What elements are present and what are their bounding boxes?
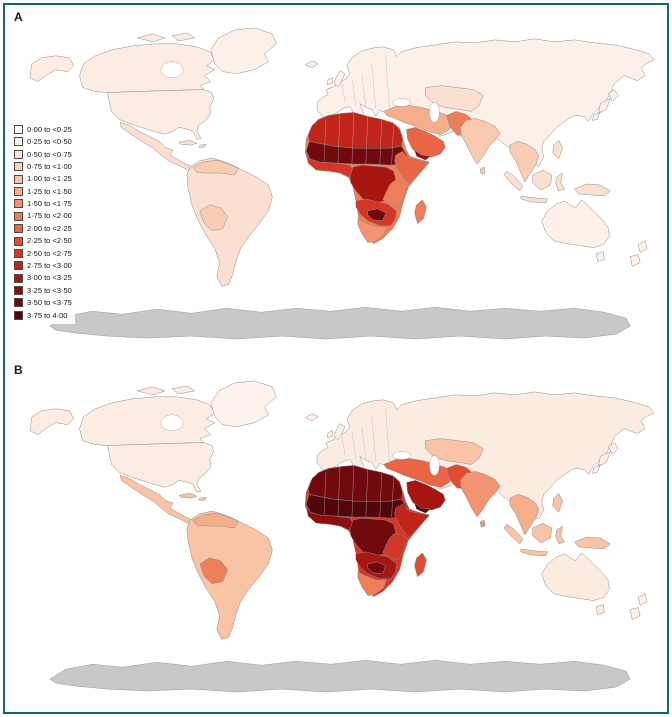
legend-swatch [14, 174, 23, 184]
region-south-america [186, 510, 273, 640]
legend-label: 0·50 to <0·75 [27, 149, 72, 159]
legend-label: 2·25 to <2·50 [27, 236, 72, 246]
legend: 0·00 to <0·25 0·25 to <0·50 0·50 to <0·7… [11, 123, 75, 325]
region-greenland [210, 380, 277, 427]
legend-item: 1·00 to <1·25 [14, 174, 72, 184]
legend-label: 0·25 to <0·50 [27, 137, 72, 147]
legend-swatch [14, 236, 23, 246]
legend-item: 1·75 to <2·00 [14, 211, 72, 221]
legend-label: 3·25 to <3·50 [27, 285, 72, 295]
legend-item: 3·50 to <3·75 [14, 298, 72, 308]
legend-item: 0·50 to <0·75 [14, 149, 72, 159]
region-antarctica [49, 306, 631, 340]
legend-swatch [14, 199, 23, 209]
legend-label: 1·25 to <1·50 [27, 186, 72, 196]
world-map-panel-b [29, 380, 655, 693]
legend-item: 3·00 to <3·25 [14, 273, 72, 283]
region-caribbean [178, 140, 207, 148]
panel-a: A [8, 7, 664, 355]
legend-swatch [14, 137, 23, 147]
legend-swatch [14, 186, 23, 196]
legend-item: 2·25 to <2·50 [14, 236, 72, 246]
region-new-zealand [629, 240, 648, 267]
legend-label: 1·00 to <1·25 [27, 174, 72, 184]
legend-label: 1·50 to <1·75 [27, 199, 72, 209]
legend-label: 2·75 to <3·00 [27, 261, 72, 271]
legend-label: 0·00 to <0·25 [27, 124, 72, 134]
legend-label: 3·75 to 4·00 [27, 310, 68, 320]
legend-swatch [14, 211, 23, 221]
legend-swatch [14, 224, 23, 234]
region-caribbean [178, 493, 207, 501]
region-australia [541, 552, 610, 615]
legend-swatch [14, 248, 23, 258]
region-alaska [29, 55, 74, 82]
region-new-zealand [629, 593, 648, 620]
region-iceland [304, 60, 319, 68]
legend-item: 0·00 to <0·25 [14, 125, 72, 134]
region-canada [79, 32, 215, 93]
legend-label: 3·00 to <3·25 [27, 273, 72, 283]
region-antarctica [49, 659, 631, 693]
legend-item: 3·75 to 4·00 [14, 310, 72, 320]
legend-swatch [14, 298, 23, 308]
legend-item: 1·50 to <1·75 [14, 199, 72, 209]
panel-b-label: B [14, 363, 23, 377]
legend-label: 2·50 to <2·75 [27, 248, 72, 258]
legend-item: 2·50 to <2·75 [14, 248, 72, 258]
legend-swatch [14, 125, 23, 134]
legend-item: 3·25 to <3·50 [14, 285, 72, 296]
region-greenland [210, 27, 277, 74]
region-sri-lanka [479, 519, 486, 528]
legend-swatch [14, 310, 23, 320]
region-madagascar [414, 199, 427, 224]
legend-item: 1·25 to <1·50 [14, 186, 72, 196]
region-south-america [186, 157, 273, 287]
legend-item: 0·25 to <0·50 [14, 137, 72, 147]
legend-label: 0·75 to <1·00 [27, 161, 72, 171]
legend-swatch [14, 149, 23, 159]
panel-a-label: A [14, 10, 23, 24]
region-australia [541, 199, 610, 262]
region-canada [79, 385, 215, 446]
region-madagascar [414, 552, 427, 578]
legend-swatch [14, 286, 23, 296]
region-usa [107, 442, 214, 493]
legend-item: 2·75 to <3·00 [14, 261, 72, 271]
legend-label: 3·50 to <3·75 [27, 298, 72, 308]
region-new-guinea [574, 536, 611, 550]
legend-swatch [14, 273, 23, 283]
region-alaska [29, 408, 74, 435]
region-iceland [304, 413, 319, 421]
world-map-panel-a [29, 27, 655, 340]
legend-item: 0·75 to <1·00 [14, 161, 72, 172]
legend-label: 2·00 to <2·25 [27, 223, 72, 233]
region-sri-lanka [479, 166, 486, 175]
legend-label: 1·75 to <2·00 [27, 211, 72, 221]
legend-item: 2·00 to <2·25 [14, 223, 72, 234]
region-usa [107, 89, 214, 140]
region-new-guinea [574, 183, 611, 197]
panel-b: B [8, 360, 664, 708]
legend-swatch [14, 162, 23, 172]
legend-swatch [14, 261, 23, 271]
